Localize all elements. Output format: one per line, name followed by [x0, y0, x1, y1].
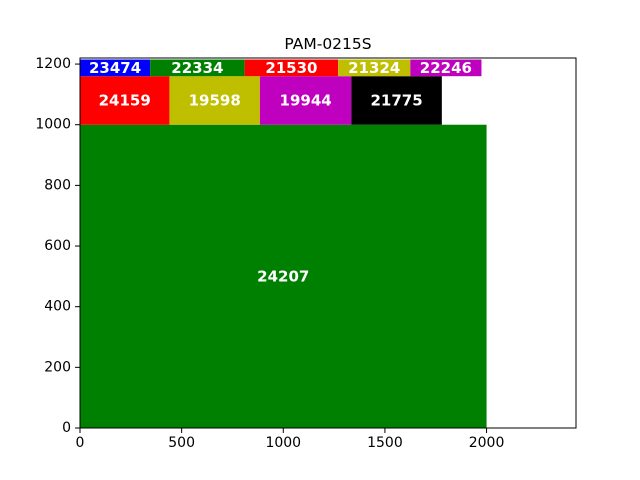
rect-label-22334: 22334 [171, 59, 223, 77]
y-tick-label-200: 200 [44, 359, 71, 375]
rect-label-21324: 21324 [348, 59, 400, 77]
y-tick-label-600: 600 [44, 238, 71, 254]
treemap-rect-19598 [169, 76, 260, 125]
treemap-rect-22246 [410, 59, 482, 77]
rect-label-19598: 19598 [189, 91, 241, 109]
treemap-rect-24159 [80, 76, 170, 125]
y-tick-label-0: 0 [62, 420, 71, 436]
treemap-rect-21324 [338, 59, 411, 77]
treemap-rect-21775 [351, 76, 442, 125]
y-tick-label-800: 800 [44, 177, 71, 193]
x-tick-label-500: 500 [168, 435, 195, 451]
rect-label-21775: 21775 [371, 91, 423, 109]
rect-label-19944: 19944 [280, 91, 332, 109]
treemap-rect-19944 [259, 76, 352, 125]
y-tick-label-400: 400 [44, 299, 71, 315]
y-tick-label-1000: 1000 [35, 117, 71, 133]
x-tick-label-0: 0 [76, 435, 85, 451]
y-tick-label-1200: 1200 [35, 56, 71, 72]
rect-label-24207: 24207 [257, 267, 309, 285]
rect-label-23474: 23474 [89, 59, 141, 77]
rect-label-24159: 24159 [99, 91, 151, 109]
x-tick-label-1500: 1500 [367, 435, 403, 451]
y-axis: 0 200 400 600 800 1000 1200 [35, 56, 80, 436]
treemap-rect-23474 [80, 59, 151, 77]
treemap-rect-21530 [244, 59, 339, 77]
rect-label-22246: 22246 [420, 59, 472, 77]
treemap-rect-24207 [80, 124, 487, 428]
chart-title: PAM-0215S [284, 35, 371, 53]
rects-layer [80, 59, 487, 428]
x-tick-label-1000: 1000 [265, 435, 301, 451]
x-tick-label-2000: 2000 [469, 435, 505, 451]
treemap-rect-22334 [150, 59, 245, 77]
x-axis: 0 500 1000 1500 2000 [76, 428, 505, 451]
labels-layer: 24207 24159 19598 19944 21775 23474 22334 21530… [89, 59, 472, 286]
rect-label-21530: 21530 [265, 59, 317, 77]
plot-frame [79, 57, 577, 429]
